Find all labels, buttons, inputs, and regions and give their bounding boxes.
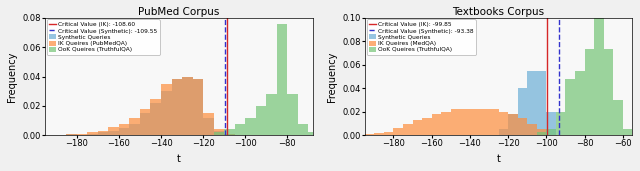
Bar (161, 84, 172, 135)
Bar (460, 109, 470, 135)
Y-axis label: Frequency: Frequency (7, 51, 17, 102)
Bar (537, 71, 547, 135)
Bar (182, 77, 193, 135)
Bar (140, 109, 150, 135)
Bar (119, 124, 129, 135)
Bar (224, 134, 235, 135)
Bar (66, 134, 77, 135)
Bar (172, 80, 182, 135)
Y-axis label: Frequency: Frequency (326, 51, 337, 102)
Bar (224, 134, 235, 135)
Bar (556, 112, 565, 135)
Bar (518, 88, 527, 135)
Legend: Critical Value (IK): -108.60, Critical Value (Synthetic): -109.55, Synthetic Que: Critical Value (IK): -108.60, Critical V… (47, 19, 159, 55)
Bar (594, 18, 604, 135)
Bar (108, 131, 119, 135)
Bar (172, 80, 182, 135)
Legend: Critical Value (IK): -99.85, Critical Value (Synthetic): -93.38, Synthetic Queri: Critical Value (IK): -99.85, Critical Va… (367, 19, 476, 55)
Bar (489, 109, 499, 135)
Bar (479, 109, 489, 135)
Bar (394, 128, 403, 135)
Bar (508, 114, 518, 135)
Bar (150, 98, 161, 135)
Bar (235, 124, 245, 135)
Bar (161, 91, 172, 135)
Bar (527, 124, 537, 135)
X-axis label: t: t (177, 154, 181, 164)
Bar (214, 132, 224, 135)
Bar (604, 49, 613, 135)
X-axis label: t: t (497, 154, 500, 164)
Bar (527, 71, 537, 135)
Bar (565, 79, 575, 135)
Bar (256, 106, 266, 135)
Bar (98, 131, 108, 135)
Bar (140, 113, 150, 135)
Bar (451, 109, 460, 135)
Bar (266, 94, 277, 135)
Bar (508, 114, 518, 135)
Bar (470, 109, 479, 135)
Bar (422, 118, 431, 135)
Bar (384, 132, 394, 135)
Bar (403, 124, 413, 135)
Bar (245, 118, 256, 135)
Bar (537, 132, 547, 135)
Bar (547, 129, 556, 135)
Bar (150, 103, 161, 135)
Bar (129, 118, 140, 135)
Bar (374, 133, 384, 135)
Bar (193, 80, 203, 135)
Bar (87, 132, 98, 135)
Bar (431, 114, 441, 135)
Bar (499, 129, 508, 135)
Bar (308, 132, 319, 135)
Bar (119, 128, 129, 135)
Bar (129, 124, 140, 135)
Bar (613, 100, 623, 135)
Bar (413, 120, 422, 135)
Bar (547, 112, 556, 135)
Bar (575, 71, 584, 135)
Bar (214, 129, 224, 135)
Bar (441, 112, 451, 135)
Bar (203, 118, 214, 135)
Bar (499, 112, 508, 135)
Bar (365, 134, 374, 135)
Bar (182, 77, 193, 135)
Title: PubMed Corpus: PubMed Corpus (138, 7, 220, 17)
Bar (298, 124, 308, 135)
Bar (537, 129, 547, 135)
Bar (287, 94, 298, 135)
Bar (66, 134, 77, 135)
Bar (214, 131, 224, 135)
Bar (518, 118, 527, 135)
Bar (87, 134, 98, 135)
Bar (203, 113, 214, 135)
Title: Textbooks Corpus: Textbooks Corpus (452, 7, 545, 17)
Bar (77, 134, 87, 135)
Bar (277, 24, 287, 135)
Bar (584, 49, 594, 135)
Bar (623, 129, 632, 135)
Bar (193, 80, 203, 135)
Bar (98, 132, 108, 135)
Bar (108, 127, 119, 135)
Bar (224, 129, 235, 135)
